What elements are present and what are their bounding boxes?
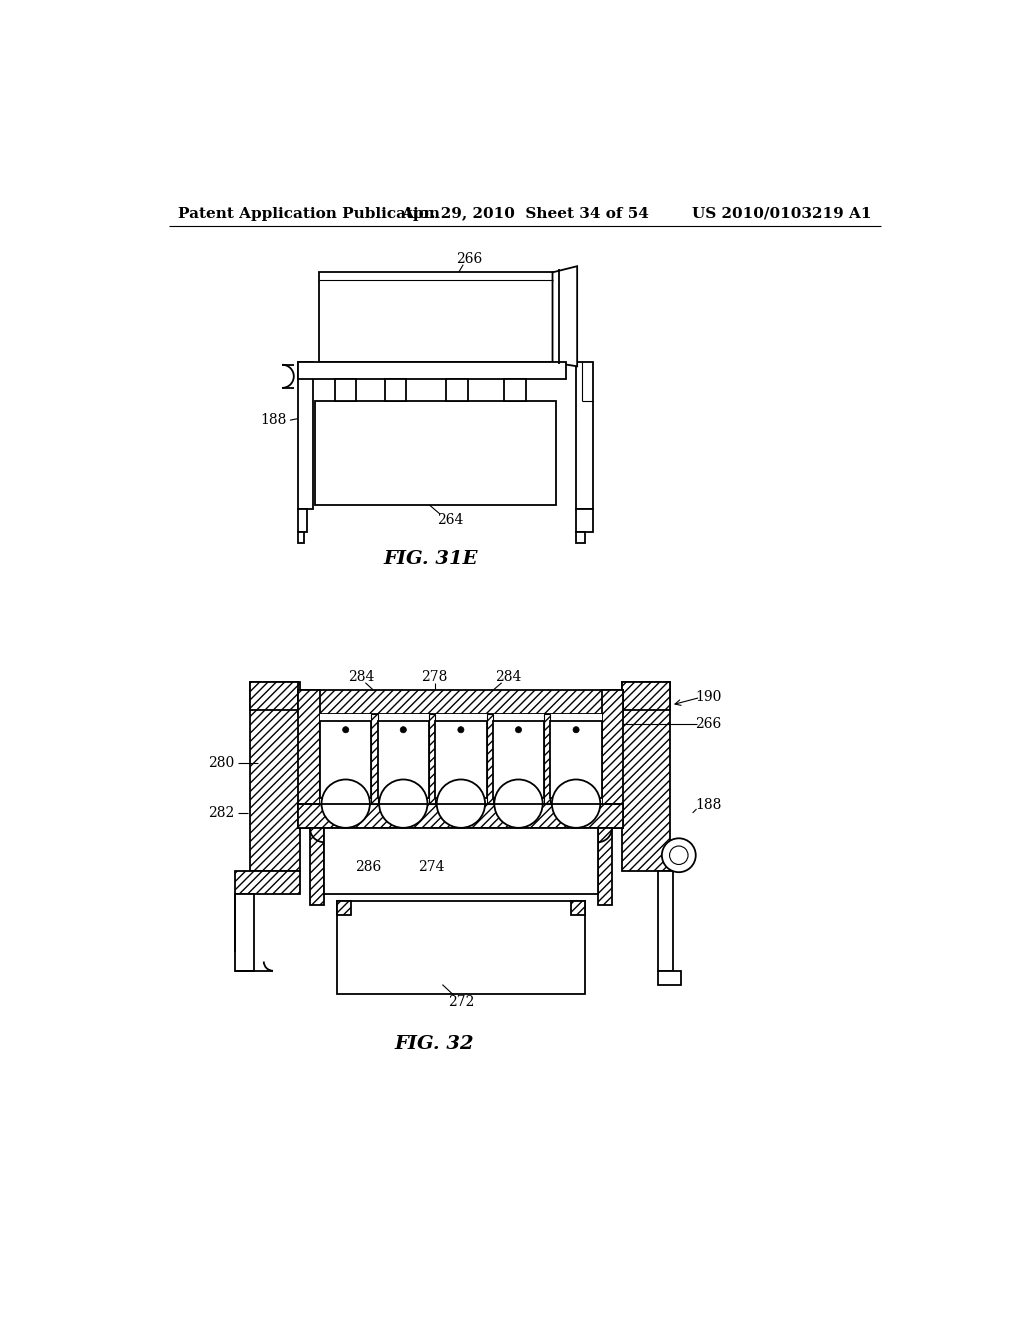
Bar	[571, 902, 585, 915]
Text: FIG. 32: FIG. 32	[395, 1035, 474, 1053]
Bar	[575, 363, 593, 508]
Text: 264: 264	[437, 513, 463, 527]
Bar	[575, 508, 593, 532]
Text: 188: 188	[695, 799, 721, 812]
Bar	[234, 871, 300, 894]
Bar	[319, 721, 372, 797]
Circle shape	[662, 838, 695, 873]
Bar	[575, 532, 585, 544]
Bar	[486, 714, 493, 804]
Circle shape	[552, 780, 600, 828]
Bar	[315, 401, 556, 506]
Bar	[310, 829, 324, 906]
Circle shape	[379, 780, 427, 828]
Circle shape	[400, 726, 407, 733]
Bar	[622, 682, 670, 871]
Circle shape	[573, 726, 580, 733]
Bar	[435, 721, 486, 797]
Text: US 2010/0103219 A1: US 2010/0103219 A1	[692, 207, 871, 220]
Text: Apr. 29, 2010  Sheet 34 of 54: Apr. 29, 2010 Sheet 34 of 54	[400, 207, 649, 220]
Bar	[429, 714, 435, 804]
Bar	[504, 379, 525, 401]
Bar	[378, 721, 429, 797]
Bar	[658, 871, 674, 970]
Text: 190: 190	[695, 690, 721, 705]
Text: 280: 280	[208, 756, 234, 770]
Text: 286: 286	[354, 859, 381, 874]
Bar	[298, 532, 304, 544]
Circle shape	[322, 780, 370, 828]
Text: 266: 266	[695, 717, 721, 731]
Bar	[234, 894, 254, 970]
Circle shape	[436, 780, 485, 828]
Bar	[385, 379, 407, 401]
Bar	[324, 829, 598, 894]
Bar	[298, 363, 313, 508]
Bar	[298, 689, 319, 829]
Text: 272: 272	[449, 994, 475, 1008]
Bar	[493, 721, 544, 797]
Bar	[298, 363, 566, 379]
Bar	[298, 804, 624, 829]
Text: Patent Application Publication: Patent Application Publication	[178, 207, 440, 220]
Bar	[544, 714, 550, 804]
Bar	[250, 682, 300, 871]
Circle shape	[670, 846, 688, 865]
Circle shape	[458, 726, 464, 733]
Bar	[622, 682, 670, 710]
Text: 278: 278	[422, 669, 447, 684]
Bar	[446, 379, 468, 401]
Bar	[319, 272, 553, 363]
Bar	[250, 682, 298, 710]
Bar	[337, 902, 585, 994]
Circle shape	[343, 726, 349, 733]
Text: 284: 284	[495, 669, 521, 684]
Bar	[337, 902, 351, 915]
Text: 188: 188	[260, 413, 286, 428]
Bar	[550, 721, 602, 797]
Bar	[335, 379, 356, 401]
Bar	[298, 690, 624, 714]
Bar	[298, 508, 307, 532]
Circle shape	[495, 780, 543, 828]
Polygon shape	[553, 267, 578, 367]
Bar	[372, 714, 378, 804]
Circle shape	[515, 726, 521, 733]
Text: 274: 274	[418, 859, 444, 874]
Text: 266: 266	[457, 252, 482, 265]
Bar	[598, 829, 611, 906]
Bar	[658, 970, 681, 985]
Bar	[602, 689, 624, 829]
Text: 282: 282	[208, 807, 234, 820]
Text: FIG. 31E: FIG. 31E	[384, 550, 478, 568]
Text: 284: 284	[348, 669, 375, 684]
Bar	[319, 714, 602, 804]
